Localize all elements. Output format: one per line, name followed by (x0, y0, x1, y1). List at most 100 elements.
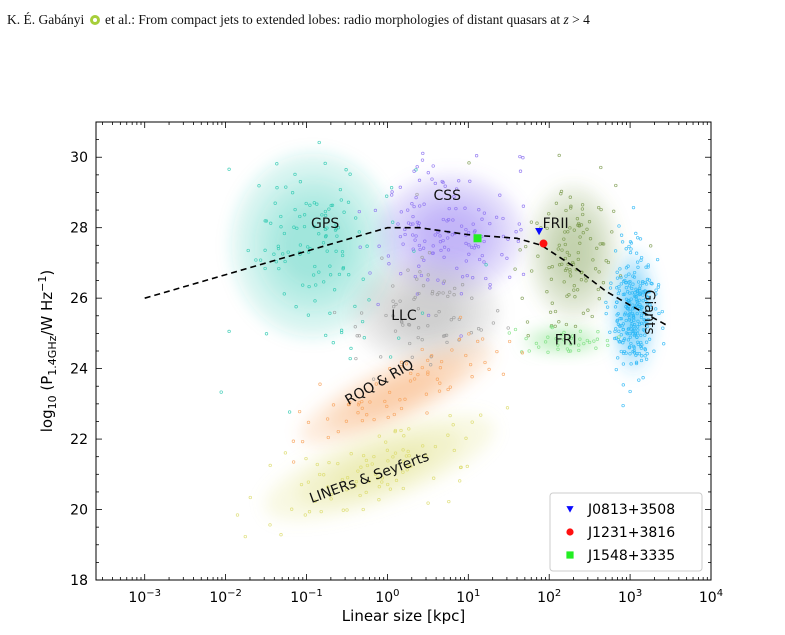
sample-point (413, 274, 417, 279)
sample-point (601, 242, 606, 246)
sample-point (420, 365, 424, 370)
sample-point (566, 230, 570, 234)
sample-point (407, 427, 411, 431)
sample-point (460, 283, 465, 287)
sample-point (639, 309, 643, 314)
sample-point (404, 362, 409, 366)
sample-point (416, 307, 421, 311)
sample-point (401, 323, 405, 327)
sample-point (312, 225, 316, 229)
sample-point (337, 272, 342, 277)
sample-point (635, 325, 640, 329)
sample-point (556, 347, 560, 351)
sample-point (452, 448, 456, 453)
sample-point (459, 292, 464, 296)
sample-point (274, 260, 278, 264)
sample-point (477, 257, 482, 262)
sample-point (380, 476, 384, 480)
sample-point (326, 485, 330, 489)
sample-point (547, 265, 551, 270)
orcid-icon[interactable] (89, 15, 100, 25)
sample-point (643, 333, 647, 337)
sample-point (357, 230, 361, 234)
sample-point (450, 233, 454, 237)
sample-point (604, 300, 608, 305)
sample-point (411, 222, 415, 226)
sample-point (272, 252, 276, 256)
sample-point (631, 303, 635, 307)
sample-point (398, 234, 403, 239)
sample-point (627, 272, 631, 276)
sample-point (614, 183, 618, 188)
sample-point (588, 237, 593, 241)
sample-point (379, 355, 383, 359)
sample-point (464, 436, 468, 440)
sample-point (643, 354, 647, 358)
sample-point (662, 342, 666, 346)
sample-point (488, 282, 492, 287)
sample-point (441, 238, 445, 243)
sample-point (426, 370, 430, 374)
sample-point (417, 291, 421, 296)
sample-point (354, 479, 359, 484)
sample-point (604, 259, 608, 263)
y-tick-label: 24 (70, 362, 88, 378)
sample-point (636, 236, 640, 240)
sample-point (624, 297, 629, 301)
sample-point (555, 338, 560, 342)
sample-point (624, 247, 628, 251)
sample-point (458, 465, 463, 470)
sample-point (517, 222, 521, 226)
sample-point (308, 203, 312, 207)
sample-point (448, 413, 452, 418)
legend-label: J0813+3508 (587, 502, 675, 518)
sample-point (227, 329, 231, 334)
sample-point (339, 198, 343, 202)
sample-point (525, 320, 530, 324)
sample-point (549, 325, 553, 329)
sample-point (406, 464, 410, 469)
sample-point (647, 337, 652, 341)
sample-point (626, 313, 630, 317)
sample-point (590, 314, 594, 319)
sample-point (571, 262, 576, 266)
sample-point (435, 377, 440, 381)
sample-point (322, 280, 326, 284)
sample-point (368, 400, 372, 404)
sample-point (304, 201, 308, 206)
legend-marker-j1231-3816 (566, 528, 574, 536)
sample-point (334, 223, 338, 227)
sample-point (560, 262, 564, 266)
sample-point (628, 300, 632, 305)
sample-point (500, 253, 504, 257)
sample-point (518, 248, 522, 252)
sample-point (398, 299, 402, 303)
sample-point (353, 304, 357, 309)
sample-point (386, 254, 391, 258)
sample-point (258, 258, 263, 262)
sample-point (446, 294, 450, 299)
sample-point (646, 265, 650, 269)
sample-point (617, 224, 621, 228)
sample-point (401, 242, 405, 246)
sample-point (482, 211, 487, 215)
sample-point (632, 318, 636, 322)
y-tick-label: 30 (70, 150, 88, 166)
sample-point (471, 276, 475, 280)
sample-point (418, 204, 422, 208)
sample-point (345, 476, 350, 480)
plot-frame (95, 121, 712, 581)
sample-point (585, 338, 589, 343)
sample-point (426, 273, 430, 277)
sample-point (519, 228, 523, 232)
marker-j0813-3508 (535, 228, 544, 236)
x-axis-label: Linear size [kpc] (342, 607, 465, 625)
sample-point (426, 324, 430, 328)
sample-point (616, 291, 621, 296)
sample-point (639, 315, 644, 320)
sample-point (424, 392, 429, 396)
sample-point (365, 463, 370, 468)
dashed-trend-line (144, 226, 670, 328)
sample-point (298, 214, 302, 219)
sample-point (427, 251, 432, 255)
